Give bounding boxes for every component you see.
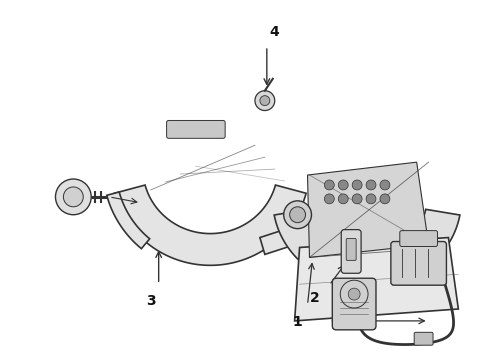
Circle shape	[260, 96, 270, 105]
Text: 1: 1	[293, 315, 302, 329]
Circle shape	[63, 187, 83, 207]
Circle shape	[380, 180, 390, 190]
Polygon shape	[294, 238, 458, 321]
Polygon shape	[107, 192, 149, 249]
Polygon shape	[308, 162, 429, 257]
Circle shape	[284, 201, 312, 229]
FancyBboxPatch shape	[400, 231, 438, 247]
Circle shape	[366, 180, 376, 190]
Polygon shape	[260, 225, 305, 255]
Circle shape	[348, 288, 360, 300]
FancyBboxPatch shape	[346, 239, 356, 260]
FancyBboxPatch shape	[414, 332, 433, 345]
Text: 2: 2	[310, 291, 319, 305]
Text: 4: 4	[270, 25, 280, 39]
Polygon shape	[274, 209, 460, 287]
Circle shape	[324, 194, 334, 204]
Circle shape	[55, 179, 91, 215]
Polygon shape	[115, 185, 306, 265]
Circle shape	[338, 180, 348, 190]
FancyBboxPatch shape	[391, 242, 446, 285]
FancyBboxPatch shape	[341, 230, 361, 273]
Circle shape	[290, 207, 306, 223]
Circle shape	[366, 194, 376, 204]
FancyBboxPatch shape	[332, 278, 376, 330]
Circle shape	[380, 194, 390, 204]
Circle shape	[352, 180, 362, 190]
FancyBboxPatch shape	[167, 121, 225, 138]
Circle shape	[324, 180, 334, 190]
Text: 3: 3	[146, 294, 155, 308]
Circle shape	[255, 91, 275, 111]
Circle shape	[352, 194, 362, 204]
Circle shape	[338, 194, 348, 204]
